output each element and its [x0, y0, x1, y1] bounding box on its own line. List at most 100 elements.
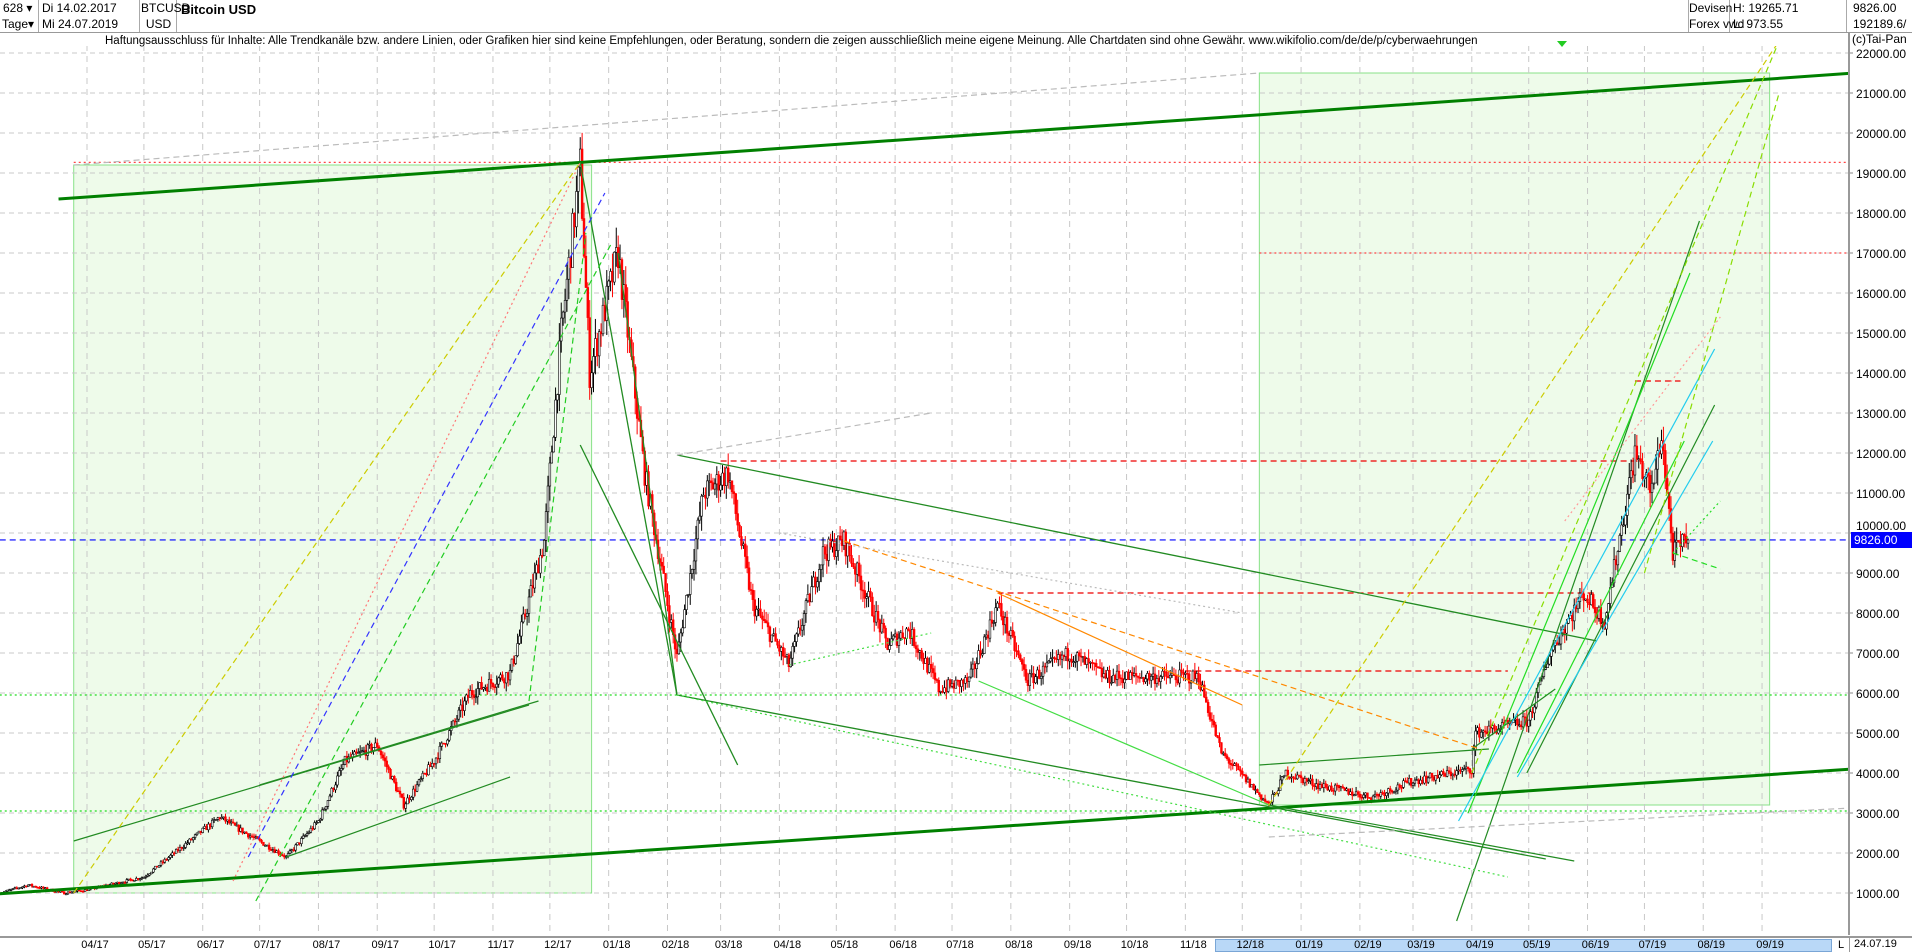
- candle: [376, 738, 379, 750]
- candle: [1347, 788, 1350, 796]
- candle: [983, 634, 986, 655]
- period-dropdown[interactable]: Tage▾: [0, 16, 39, 32]
- candle: [903, 637, 906, 645]
- candle-body: [174, 849, 178, 854]
- candle-body: [1449, 771, 1453, 777]
- candle-body: [1612, 559, 1616, 584]
- scroll-marker[interactable]: L: [1838, 939, 1845, 951]
- disclaimer: Haftungsausschluss für Inhalte: Alle Tre…: [105, 35, 1478, 47]
- candle-body: [1373, 793, 1377, 797]
- candle-body: [793, 641, 796, 647]
- trendline: [1643, 92, 1780, 574]
- candle: [1334, 783, 1337, 796]
- candle-body: [876, 611, 880, 621]
- candle: [233, 822, 237, 826]
- date-from[interactable]: Di 14.02.2017: [40, 0, 140, 16]
- candle: [385, 756, 388, 773]
- candle: [920, 647, 923, 662]
- candle: [861, 580, 865, 603]
- candle: [1256, 788, 1259, 794]
- candle-body: [990, 619, 994, 624]
- candle-body: [539, 555, 542, 574]
- trendline: [1672, 552, 1721, 570]
- candle-body: [512, 658, 516, 664]
- candle-body: [899, 632, 903, 639]
- candle-body: [1673, 541, 1676, 561]
- candle: [781, 642, 785, 666]
- candle: [277, 848, 280, 857]
- candle: [700, 493, 703, 531]
- candle-body: [271, 849, 275, 851]
- candle: [1351, 787, 1354, 800]
- end-date: 24.07.19: [1849, 938, 1897, 952]
- candle-body: [757, 608, 760, 611]
- candle: [40, 886, 43, 890]
- candle-body: [220, 817, 223, 819]
- candle-body: [1396, 784, 1400, 791]
- candle-body: [9, 889, 13, 891]
- candle-body: [1079, 655, 1083, 658]
- candle: [152, 867, 155, 874]
- candle-body: [518, 635, 521, 644]
- trendline: [1268, 46, 1777, 806]
- candle-body: [1352, 794, 1356, 797]
- candle-body: [296, 842, 299, 846]
- candle-body: [1096, 666, 1100, 669]
- candle-body: [389, 769, 392, 780]
- count-dropdown[interactable]: 628 ▾: [0, 0, 39, 16]
- candle-body: [358, 751, 362, 753]
- candle-body: [360, 750, 364, 753]
- zone-rect: [73, 164, 593, 894]
- candle: [797, 620, 800, 637]
- candle-body: [901, 632, 904, 638]
- candle-body: [988, 619, 992, 639]
- candle-body: [1100, 667, 1104, 678]
- candle-body: [571, 213, 574, 268]
- candle-body: [1654, 468, 1658, 484]
- candle-body: [1000, 603, 1003, 617]
- candle: [852, 558, 855, 570]
- candle-body: [1119, 677, 1123, 680]
- candle: [1639, 445, 1642, 465]
- candle: [315, 820, 318, 826]
- candle: [178, 844, 182, 854]
- candle-body: [64, 893, 68, 896]
- candle-body: [34, 885, 37, 888]
- date-to[interactable]: Mi 24.07.2019: [40, 16, 140, 32]
- candle: [708, 473, 711, 497]
- candle-body: [1404, 780, 1407, 783]
- candle: [393, 775, 396, 784]
- candle: [497, 676, 500, 688]
- candle-body: [1009, 630, 1013, 636]
- candle-body: [1523, 716, 1527, 719]
- candle: [1212, 714, 1216, 728]
- candle-body: [1447, 770, 1451, 773]
- y-tick-label: 9000.00: [1856, 567, 1900, 581]
- candle: [1254, 785, 1257, 795]
- candle: [742, 541, 745, 549]
- candle-body: [273, 849, 277, 853]
- candle: [975, 657, 978, 679]
- candle-body: [1683, 534, 1686, 537]
- candle-body: [1521, 716, 1525, 728]
- candle-body: [829, 538, 832, 548]
- candle: [68, 890, 72, 894]
- x-tick-label: 02/18: [661, 939, 690, 951]
- candle-body: [222, 816, 225, 819]
- candle: [533, 562, 536, 594]
- candle-body: [13, 887, 17, 889]
- candle-body: [986, 634, 990, 639]
- candle-body: [1563, 629, 1566, 634]
- candle: [884, 625, 887, 649]
- candle: [1047, 659, 1050, 664]
- candle-body: [159, 861, 163, 866]
- candle-body: [300, 838, 303, 845]
- candle: [1650, 470, 1654, 504]
- candle-body: [1667, 492, 1671, 509]
- candle: [575, 175, 578, 238]
- candle-body: [341, 764, 345, 769]
- candle-body: [118, 881, 121, 885]
- candle-body: [370, 743, 373, 752]
- candle-body: [395, 781, 398, 792]
